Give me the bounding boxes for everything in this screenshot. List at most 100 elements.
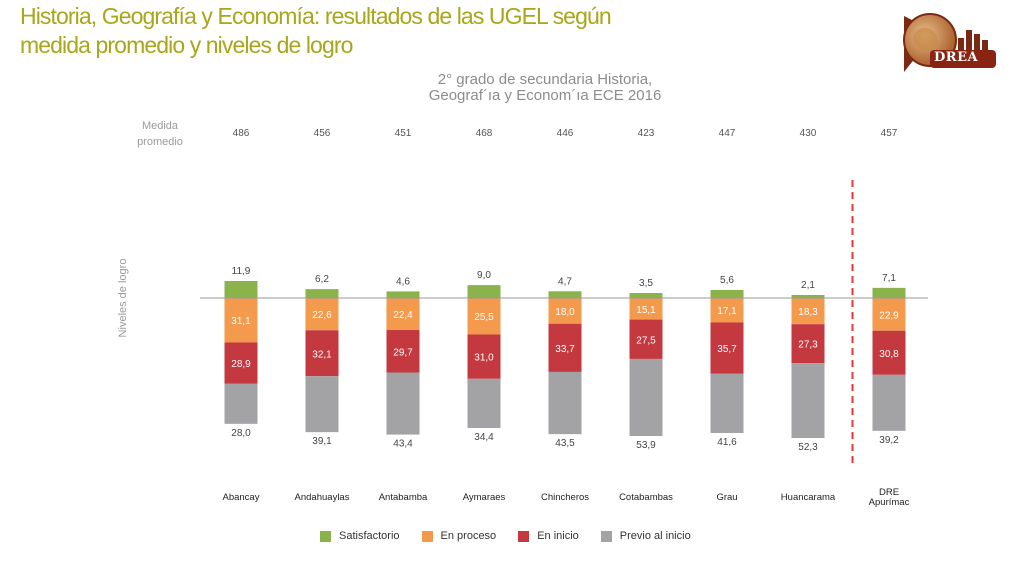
label-satisfactorio-grau: 5,6 (720, 275, 734, 286)
category-label-andahuaylas: Andahuaylas (295, 492, 350, 503)
label-previo-al-inicio-dre-apurimac: 39,2 (879, 435, 899, 446)
chart-title: 2° grado de secundaria Historia, Geograf… (380, 72, 710, 104)
mean-score-grau: 447 (719, 128, 736, 139)
category-label-antabamba: Antabamba (379, 492, 428, 503)
drea-logo (903, 13, 996, 72)
bar-en-inicio-huancarama (791, 324, 825, 364)
legend-item-en-inicio: En inicio (518, 530, 579, 542)
chart-legend: Satisfactorio En proceso En inicio Previ… (320, 530, 691, 542)
mean-score-aymaraes: 468 (476, 128, 493, 139)
legend-label-en-inicio: En inicio (537, 530, 579, 542)
bar-en-proceso-grau (710, 298, 744, 323)
label-previo-al-inicio-andahuaylas: 39,1 (312, 436, 332, 447)
label-previo-al-inicio-huancarama: 52,3 (798, 442, 818, 453)
mean-score-chincheros: 446 (557, 128, 574, 139)
bar-satisfactorio-aymaraes (467, 285, 501, 298)
mean-score-cotabambas: 423 (638, 128, 655, 139)
bar-en-proceso-cotabambas (629, 298, 663, 320)
chart-title-line2: Geograf´ıa y Econom´ıa ECE 2016 (428, 87, 662, 104)
label-en-inicio-abancay: 28,9 (231, 359, 251, 370)
category-label-aymaraes: Aymaraes (463, 492, 506, 503)
category-label-cotabambas: Cotabambas (619, 492, 673, 503)
bar-en-inicio-chincheros (548, 323, 582, 372)
label-satisfactorio-antabamba: 4,6 (396, 276, 410, 287)
category-label-dre-apurimac-line2: Apurímac (869, 497, 910, 508)
label-en-proceso-antabamba: 22,4 (393, 310, 413, 321)
bar-en-inicio-grau (710, 322, 744, 374)
category-label-abancay: Abancay (223, 492, 260, 503)
label-previo-al-inicio-cotabambas: 53,9 (636, 440, 656, 451)
label-en-proceso-chincheros: 18,0 (555, 307, 575, 318)
label-en-inicio-grau: 35,7 (717, 344, 737, 355)
legend-label-previo-al-inicio: Previo al inicio (619, 530, 691, 542)
label-satisfactorio-huancarama: 2,1 (801, 280, 815, 291)
bar-en-inicio-antabamba (386, 330, 420, 373)
bar-en-inicio-abancay (224, 342, 258, 384)
bar-satisfactorio-antabamba (386, 291, 420, 298)
bar-satisfactorio-cotabambas (629, 292, 663, 298)
label-en-inicio-aymaraes: 31,0 (474, 353, 494, 364)
bar-en-inicio-dre-apurimac (872, 330, 906, 375)
label-previo-al-inicio-abancay: 28,0 (231, 428, 251, 439)
category-label-dre-apurimac-line1: DRE (879, 487, 899, 498)
bar-en-proceso-abancay (224, 298, 258, 343)
bar-previo-al-inicio-cotabambas (629, 358, 663, 436)
bar-previo-al-inicio-huancarama (791, 363, 825, 438)
bar-satisfactorio-huancarama (791, 294, 825, 298)
bar-en-inicio-cotabambas (629, 319, 663, 359)
label-en-proceso-andahuaylas: 22,6 (312, 310, 332, 321)
bar-en-proceso-huancarama (791, 298, 825, 325)
label-en-proceso-aymaraes: 25,5 (474, 312, 494, 323)
legend-label-en-proceso: En proceso (440, 530, 497, 542)
bar-previo-al-inicio-dre-apurimac (872, 374, 906, 431)
category-label-huancarama: Huancarama (781, 492, 836, 503)
bar-en-proceso-chincheros (548, 298, 582, 324)
mean-score-label-line2: promedio (137, 136, 183, 148)
bar-satisfactorio-andahuaylas (305, 289, 339, 298)
legend-item-en-proceso: En proceso (421, 530, 497, 542)
bar-previo-al-inicio-chincheros (548, 371, 582, 435)
legend-label-satisfactorio: Satisfactorio (339, 530, 400, 542)
category-label-chincheros: Chincheros (541, 492, 589, 503)
mean-score-label-line1: Medida (142, 120, 179, 132)
label-previo-al-inicio-aymaraes: 34,4 (474, 432, 494, 443)
bar-previo-al-inicio-aymaraes (467, 378, 501, 428)
label-satisfactorio-andahuaylas: 6,2 (315, 274, 329, 285)
mean-score-abancay: 486 (233, 128, 250, 139)
bar-previo-al-inicio-andahuaylas (305, 376, 339, 433)
label-previo-al-inicio-antabamba: 43,4 (393, 439, 413, 450)
y-axis-label: Niveles de logro (117, 259, 129, 338)
label-en-proceso-dre-apurimac: 22,9 (879, 310, 899, 321)
label-previo-al-inicio-grau: 41,6 (717, 437, 737, 448)
bar-satisfactorio-abancay (224, 280, 258, 298)
label-en-inicio-andahuaylas: 32,1 (312, 349, 332, 360)
slide-title-line2: medida promedio y niveles de logro (20, 32, 353, 58)
bar-en-proceso-antabamba (386, 298, 420, 331)
category-label-grau: Grau (716, 492, 737, 503)
bar-previo-al-inicio-grau (710, 373, 744, 433)
bar-previo-al-inicio-abancay (224, 383, 258, 424)
mean-score-antabamba: 451 (395, 128, 412, 139)
legend-swatch-satisfactorio (320, 530, 331, 542)
label-previo-al-inicio-chincheros: 43,5 (555, 438, 575, 449)
bar-satisfactorio-grau (710, 289, 744, 298)
label-satisfactorio-aymaraes: 9,0 (477, 270, 491, 281)
legend-swatch-previo-al-inicio (600, 530, 612, 542)
bar-en-proceso-andahuaylas (305, 298, 339, 331)
legend-swatch-en-proceso (421, 530, 433, 542)
mean-score-andahuaylas: 456 (314, 128, 331, 139)
mean-score-huancarama: 430 (800, 128, 817, 139)
label-satisfactorio-chincheros: 4,7 (558, 276, 572, 287)
logo-text: DREA (934, 50, 979, 65)
label-satisfactorio-dre-apurimac: 7,1 (882, 273, 896, 284)
slide-title: Historia, Geografía y Economía: resultad… (20, 2, 660, 60)
legend-item-satisfactorio: Satisfactorio (320, 530, 400, 542)
label-en-inicio-dre-apurimac: 30,8 (879, 349, 899, 360)
label-en-inicio-chincheros: 33,7 (555, 344, 575, 355)
bar-previo-al-inicio-antabamba (386, 372, 420, 435)
label-en-proceso-huancarama: 18,3 (798, 307, 818, 318)
legend-item-previo-al-inicio: Previo al inicio (600, 530, 691, 542)
slide-title-line1: Historia, Geografía y Economía: resultad… (20, 3, 612, 29)
bar-en-proceso-dre-apurimac (872, 298, 906, 331)
